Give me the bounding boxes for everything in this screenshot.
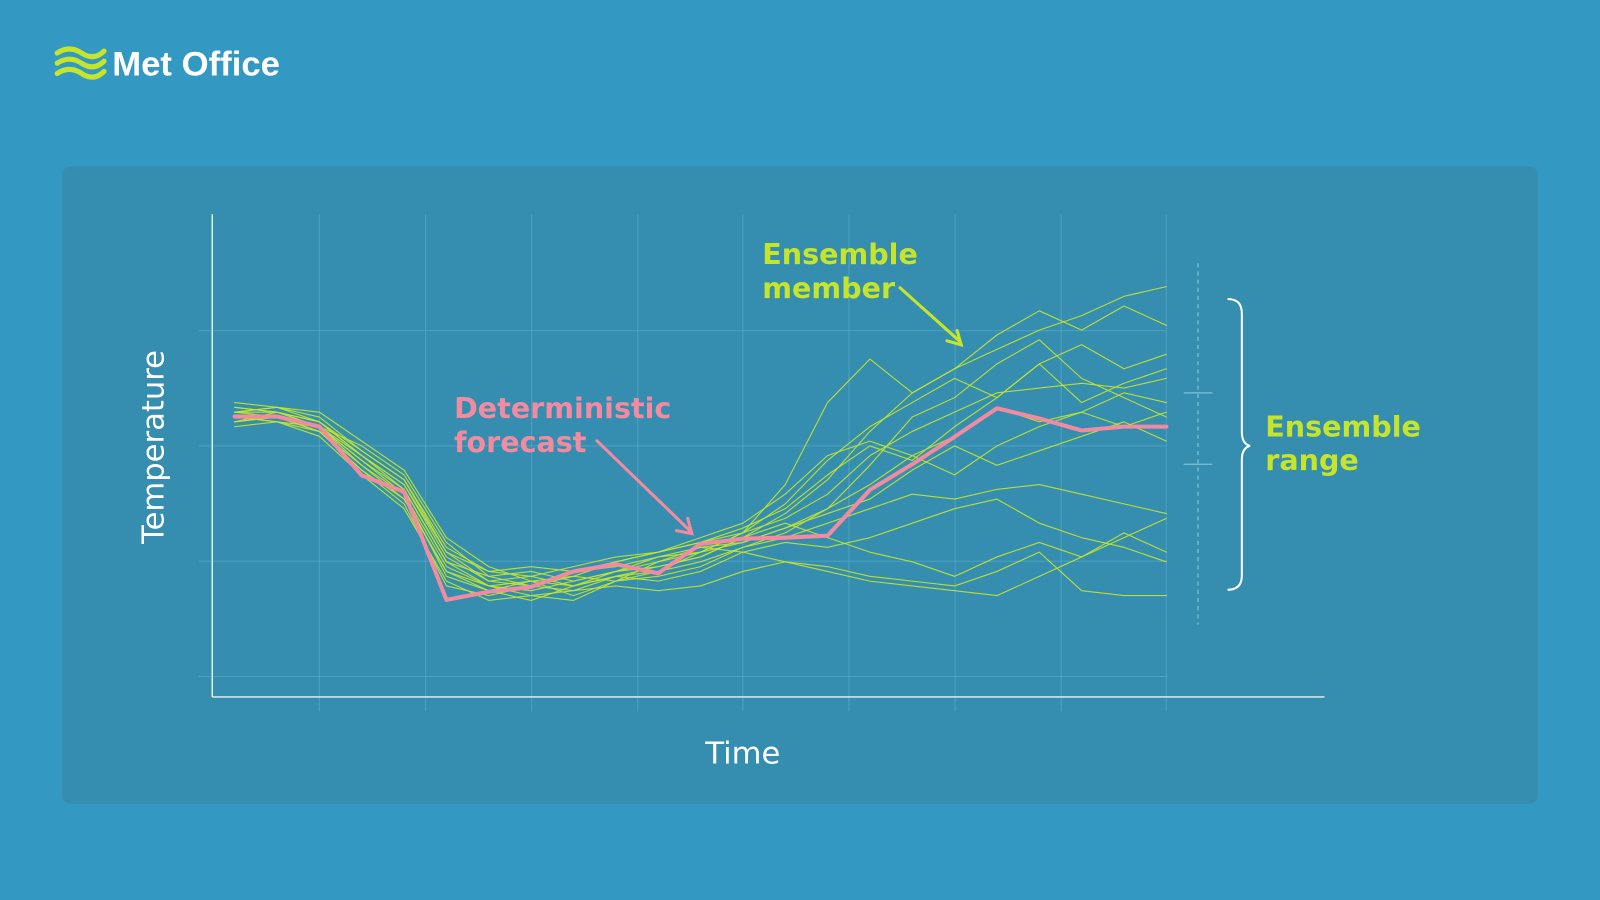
annotation: member bbox=[762, 271, 895, 305]
range-brace bbox=[1227, 297, 1251, 591]
arrow bbox=[898, 286, 961, 343]
arrow bbox=[595, 439, 692, 533]
annotation: Ensemble bbox=[762, 237, 918, 271]
arrowhead bbox=[675, 516, 694, 536]
annotation: Deterministic bbox=[454, 391, 671, 425]
deterministic-line bbox=[232, 406, 1169, 602]
ensemble-line bbox=[234, 421, 1167, 601]
annotation: range bbox=[1265, 443, 1359, 477]
logo-wave bbox=[54, 46, 107, 60]
range-marker bbox=[1183, 263, 1213, 625]
ensemble-line bbox=[234, 406, 1167, 587]
lines bbox=[232, 286, 1169, 602]
arrows bbox=[595, 286, 964, 536]
annotation: forecast bbox=[454, 425, 586, 459]
brand: Met Office bbox=[112, 46, 280, 84]
logo-wave bbox=[54, 56, 107, 70]
ensemble-line bbox=[234, 411, 1167, 597]
logo bbox=[54, 46, 107, 80]
ensemble-line bbox=[234, 411, 1167, 592]
x-axis-label: Time bbox=[704, 737, 780, 772]
arrowhead bbox=[945, 329, 964, 348]
panel bbox=[62, 166, 1538, 805]
ensemble-line bbox=[234, 416, 1167, 597]
logo-wave bbox=[54, 66, 107, 80]
ensemble-line bbox=[234, 416, 1167, 597]
y-axis-label: Temperature bbox=[137, 350, 172, 545]
annotation: Ensemble bbox=[1265, 410, 1421, 444]
